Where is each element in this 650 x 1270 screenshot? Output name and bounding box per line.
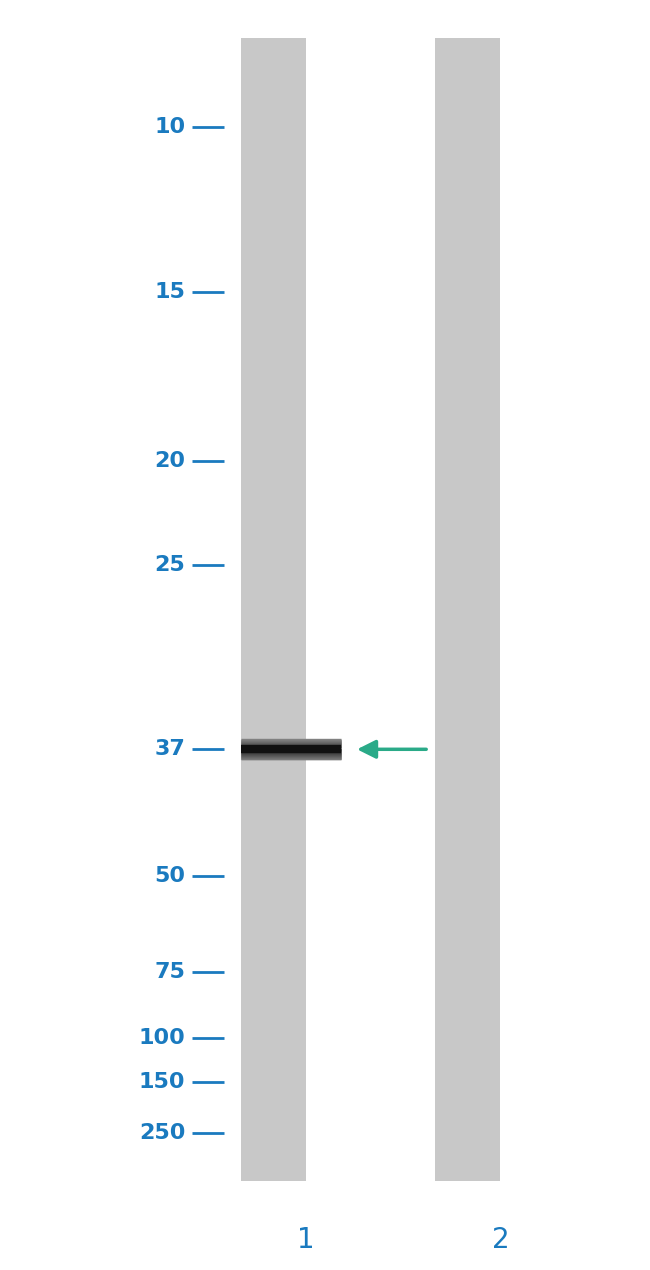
Text: 10: 10: [154, 117, 185, 137]
Text: 15: 15: [154, 282, 185, 302]
Bar: [240, 38, 306, 1181]
Text: 100: 100: [138, 1027, 185, 1048]
Text: 75: 75: [154, 961, 185, 982]
Text: 150: 150: [138, 1072, 185, 1092]
Text: 37: 37: [154, 739, 185, 759]
Text: 2: 2: [491, 1226, 510, 1253]
Text: 20: 20: [154, 451, 185, 471]
Bar: [436, 38, 500, 1181]
Text: 1: 1: [296, 1226, 315, 1253]
Text: 50: 50: [154, 866, 185, 886]
Text: 250: 250: [139, 1123, 185, 1143]
Text: 25: 25: [155, 555, 185, 575]
